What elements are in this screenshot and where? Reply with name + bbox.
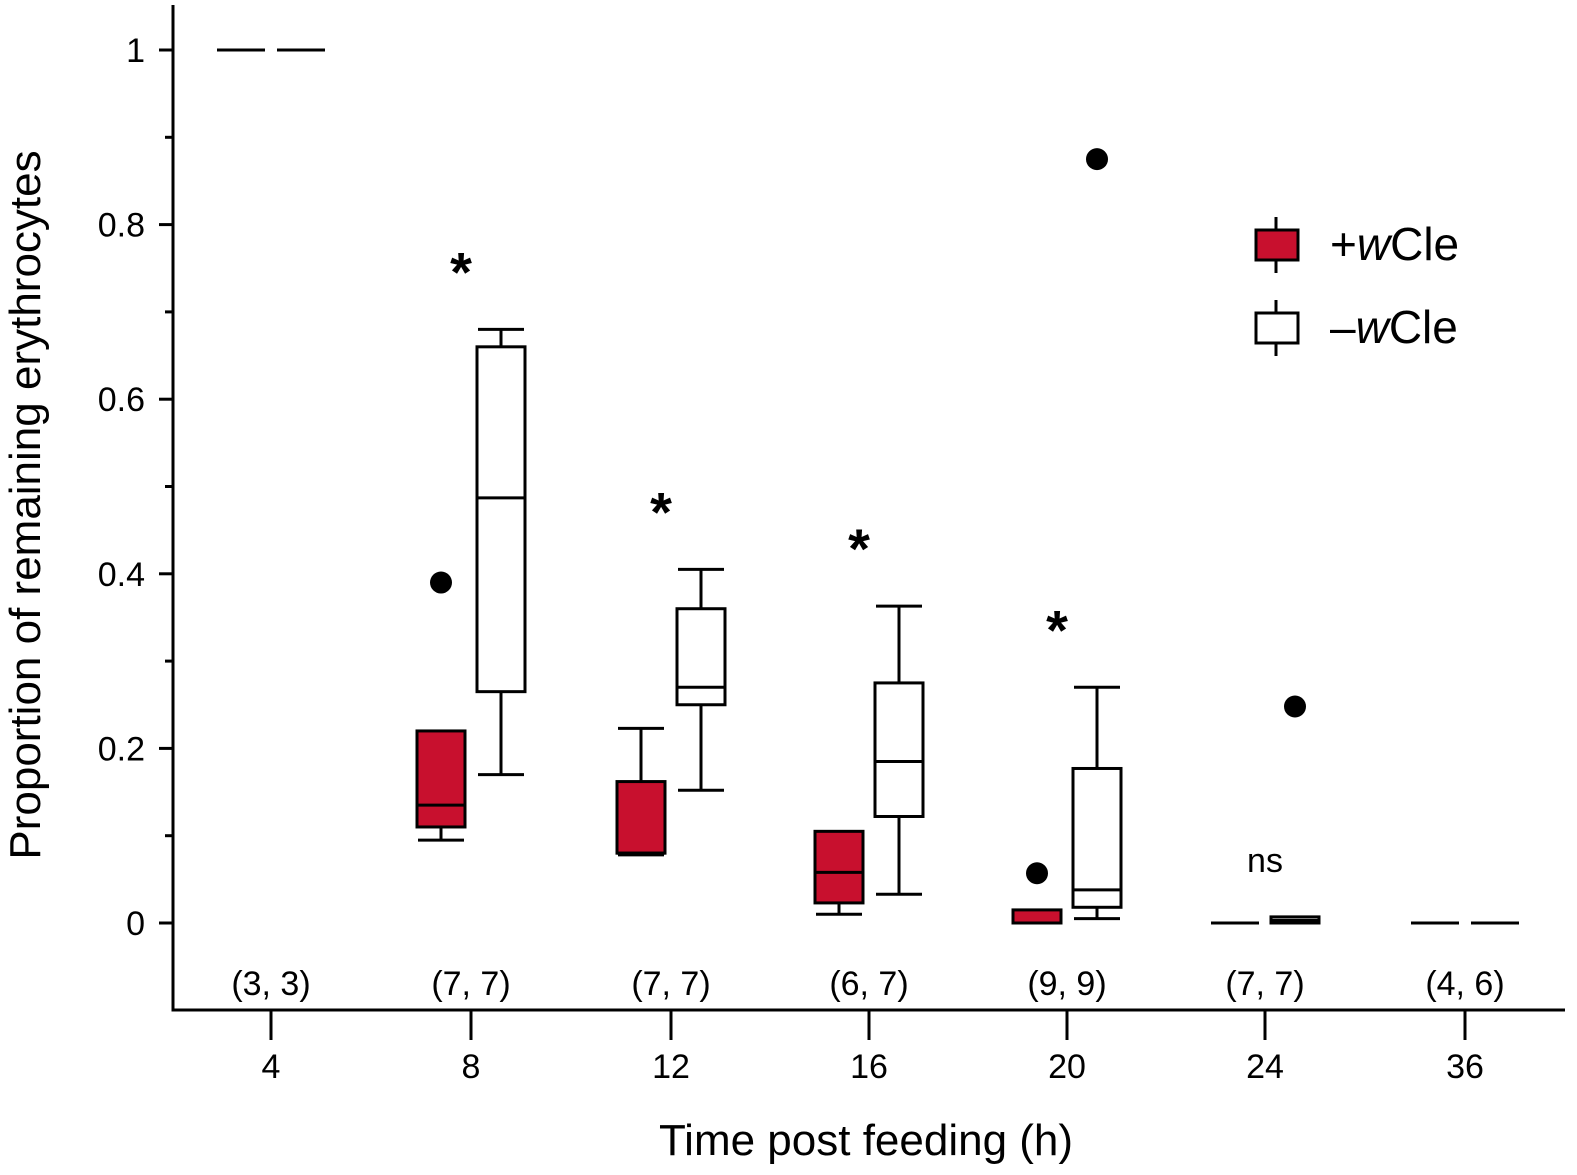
x-tick-label: 4	[262, 1048, 281, 1086]
outlier-point	[1026, 862, 1048, 885]
plot-area: 0 0.2 0.4 0.6 0.8 1 4 (3, 3) 8 (7, 7) * 12 (7, 7) * 16…	[98, 5, 1565, 1086]
sample-size-label: (9, 9)	[1027, 965, 1106, 1003]
significance-star: *	[450, 240, 472, 303]
significance-star: *	[848, 517, 870, 580]
x-tick-label: 12	[652, 1048, 690, 1086]
legend-swatch-positive	[1254, 228, 1300, 262]
x-tick-label: 20	[1048, 1048, 1086, 1086]
y-axis-title: Proportion of remaining erythrocytes	[1, 150, 50, 859]
box-body	[415, 729, 467, 829]
box-negative-8	[475, 327, 527, 777]
box-negative-20	[1071, 148, 1123, 921]
box-body	[615, 780, 667, 855]
y-tick-label: 0.4	[98, 556, 145, 594]
legend-label-positive: +wCle	[1330, 218, 1459, 270]
y-tick-label: 0.8	[98, 207, 145, 245]
outlier-point	[1284, 695, 1306, 718]
y-tick-label: 0.6	[98, 381, 145, 419]
y-tick-label: 0.2	[98, 730, 145, 768]
x-tick-label: 16	[850, 1048, 888, 1086]
legend-label-negative-suffix: Cle	[1389, 301, 1458, 353]
box-body	[813, 829, 865, 905]
box-positive-12	[615, 726, 667, 857]
box-positive-16	[813, 829, 865, 916]
sample-size-label: (4, 6)	[1425, 965, 1504, 1003]
box-negative-12	[675, 567, 727, 792]
sample-size-label: (7, 7)	[631, 965, 710, 1003]
significance-star: *	[1046, 598, 1068, 661]
legend: +wCle –wCle	[1254, 217, 1459, 356]
box-body	[873, 681, 925, 818]
x-tick-label: 8	[462, 1048, 481, 1086]
legend-label-negative: –wCle	[1330, 301, 1458, 353]
sample-size-label: (7, 7)	[1225, 965, 1304, 1003]
box-negative-24	[1269, 695, 1321, 925]
box-positive-20	[1011, 862, 1063, 925]
box-negative-16	[873, 604, 925, 896]
x-axis-title: Time post feeding (h)	[659, 1116, 1073, 1165]
sample-size-label: (6, 7)	[829, 965, 908, 1003]
legend-swatch-negative	[1254, 311, 1300, 345]
box-body	[675, 607, 727, 707]
box-body	[1071, 766, 1123, 909]
legend-label-negative-italic: w	[1356, 301, 1392, 353]
y-tick-label: 0	[126, 905, 145, 943]
outlier-point	[430, 571, 452, 594]
legend-label-positive-prefix: +	[1330, 218, 1357, 270]
x-tick-label: 24	[1246, 1048, 1284, 1086]
significance-ns: ns	[1247, 842, 1283, 880]
legend-item-wcle-negative: –wCle	[1254, 300, 1458, 356]
legend-label-positive-suffix: Cle	[1390, 218, 1459, 270]
y-tick-label: 1	[126, 32, 145, 70]
legend-label-positive-italic: w	[1357, 218, 1393, 270]
sample-size-label: (3, 3)	[231, 965, 310, 1003]
legend-item-wcle-positive: +wCle	[1254, 217, 1459, 273]
legend-label-negative-prefix: –	[1330, 301, 1356, 353]
sample-size-label: (7, 7)	[431, 965, 510, 1003]
x-tick-label: 36	[1446, 1048, 1484, 1086]
outlier-point	[1086, 148, 1108, 171]
box-positive-8	[415, 571, 467, 842]
significance-star: *	[650, 480, 672, 543]
box-body	[1011, 908, 1063, 925]
box-body	[475, 345, 527, 694]
